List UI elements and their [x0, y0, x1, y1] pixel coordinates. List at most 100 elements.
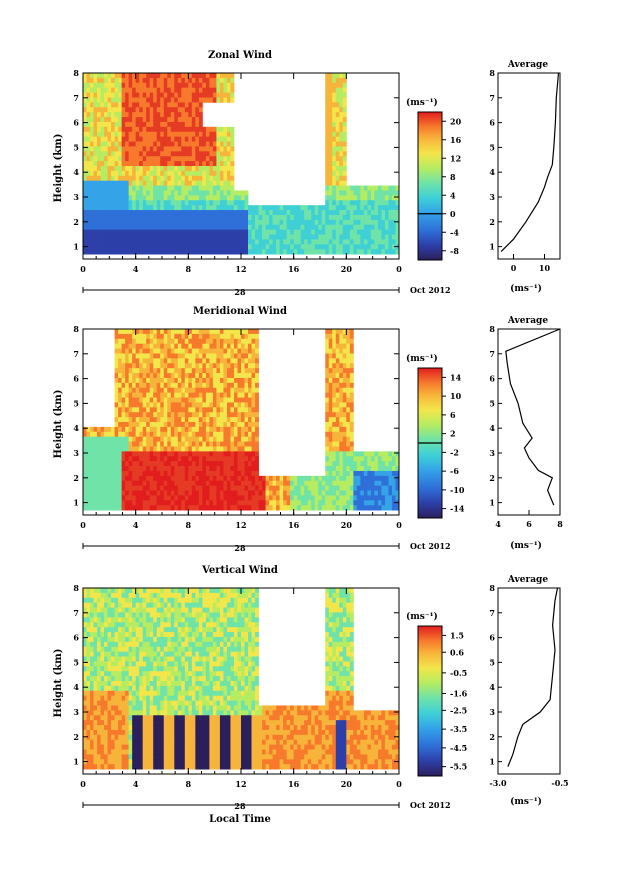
heatmap-cell [149, 466, 154, 472]
heatmap-cell [156, 436, 161, 442]
heatmap-cell [209, 136, 214, 142]
heatmap-cell [209, 87, 214, 93]
heatmap-cell [251, 505, 256, 511]
heatmap-cell [342, 441, 347, 447]
heatmap-cell [153, 121, 158, 128]
heatmap-cell [86, 239, 91, 245]
heatmap-cell [170, 166, 175, 172]
heatmap-cell [335, 239, 340, 245]
heatmap-cell [248, 392, 252, 398]
heatmap-cell [205, 219, 210, 226]
heatmap-cell [198, 436, 203, 442]
heatmap-cell [104, 475, 108, 482]
heatmap-cell [184, 214, 189, 221]
heatmap-cell [174, 480, 179, 487]
heatmap-cell [216, 92, 221, 98]
heatmap-cell [335, 151, 340, 157]
heatmap-cell [370, 185, 375, 191]
heatmap-cell [237, 363, 242, 369]
heatmap-cell [223, 87, 228, 93]
heatmap [83, 588, 400, 770]
heatmap-cell [118, 407, 123, 413]
heatmap-cell [251, 461, 256, 467]
heatmap-cell [314, 229, 319, 235]
heatmap-cell [328, 392, 333, 398]
heatmap-cell [244, 368, 249, 374]
heatmap-cell [363, 505, 368, 511]
x-tick-label: 0 [80, 264, 86, 274]
heatmap-cell [198, 348, 203, 354]
heatmap-cell [202, 170, 207, 177]
heatmap-cell [111, 210, 115, 216]
heatmap-cell [188, 151, 193, 157]
heatmap-cell [335, 475, 340, 482]
heatmap-cell [356, 495, 361, 501]
heatmap-cell [104, 166, 108, 172]
heatmap-cell [128, 190, 133, 196]
heatmap-cell [300, 485, 305, 491]
heatmap-cell [269, 505, 273, 511]
heatmap-cell [153, 92, 158, 98]
heatmap-cell [342, 136, 347, 142]
heatmap-cell [132, 338, 137, 345]
heatmap-cell [135, 495, 140, 501]
heatmap-cell [146, 338, 151, 345]
heatmap-cell [139, 422, 144, 428]
heatmap-cell [93, 754, 98, 760]
heatmap-cell [251, 500, 256, 506]
heatmap-cell [188, 353, 193, 359]
heatmap-cell [314, 495, 319, 501]
heatmap-cell [325, 348, 330, 354]
heatmap-cell [300, 249, 305, 255]
heatmap-cell [349, 397, 354, 403]
heatmap-cell [93, 690, 98, 697]
heatmap-cell [114, 382, 119, 389]
heatmap-cell [318, 210, 323, 216]
heatmap-cell [349, 422, 354, 428]
heatmap-cell [188, 480, 193, 487]
heatmap-cell [160, 112, 165, 118]
heatmap-cell [205, 446, 210, 452]
heatmap-cell [121, 329, 126, 335]
heatmap-cell [255, 387, 259, 394]
heatmap-cell [125, 490, 130, 496]
heatmap-cell [290, 239, 295, 245]
heatmap-cell [104, 485, 108, 491]
heatmap-cell [104, 117, 108, 123]
heatmap-cell [332, 107, 337, 113]
heatmap-cell [149, 397, 154, 403]
heatmap-cell [121, 431, 126, 438]
heatmap-cell [202, 343, 207, 349]
heatmap-cell [205, 141, 210, 147]
heatmap-cell [251, 382, 256, 389]
heatmap-cell [163, 358, 168, 364]
heatmap-cell [188, 92, 193, 98]
heatmap-cell [216, 224, 221, 231]
heatmap-cell [177, 422, 182, 428]
heatmap-cell [321, 224, 326, 231]
heatmap-cell [83, 764, 87, 770]
heatmap-cell [177, 368, 182, 374]
heatmap-cell [86, 690, 91, 697]
heatmap-cell [279, 495, 284, 501]
heatmap-cell [142, 461, 147, 467]
heatmap-cell [114, 219, 119, 226]
heatmap-cell [97, 239, 101, 245]
heatmap-cell [100, 695, 105, 701]
heatmap-cell [100, 117, 105, 123]
heatmap-cell [230, 495, 235, 501]
heatmap-cell [226, 387, 231, 394]
heatmap-cell [219, 475, 224, 482]
heatmap-cell [163, 156, 168, 162]
heatmap-cell [118, 480, 123, 487]
heatmap-cell [90, 205, 94, 211]
heatmap-cell [205, 249, 210, 255]
heatmap-cell [153, 195, 158, 201]
heatmap-cell [114, 338, 119, 345]
y-tick-label: 2 [73, 473, 79, 483]
y-tick-label: 5 [73, 398, 79, 408]
heatmap-cell [342, 333, 347, 340]
heatmap-cell [255, 500, 259, 506]
heatmap-cell [195, 495, 200, 501]
heatmap-cell [381, 214, 386, 221]
